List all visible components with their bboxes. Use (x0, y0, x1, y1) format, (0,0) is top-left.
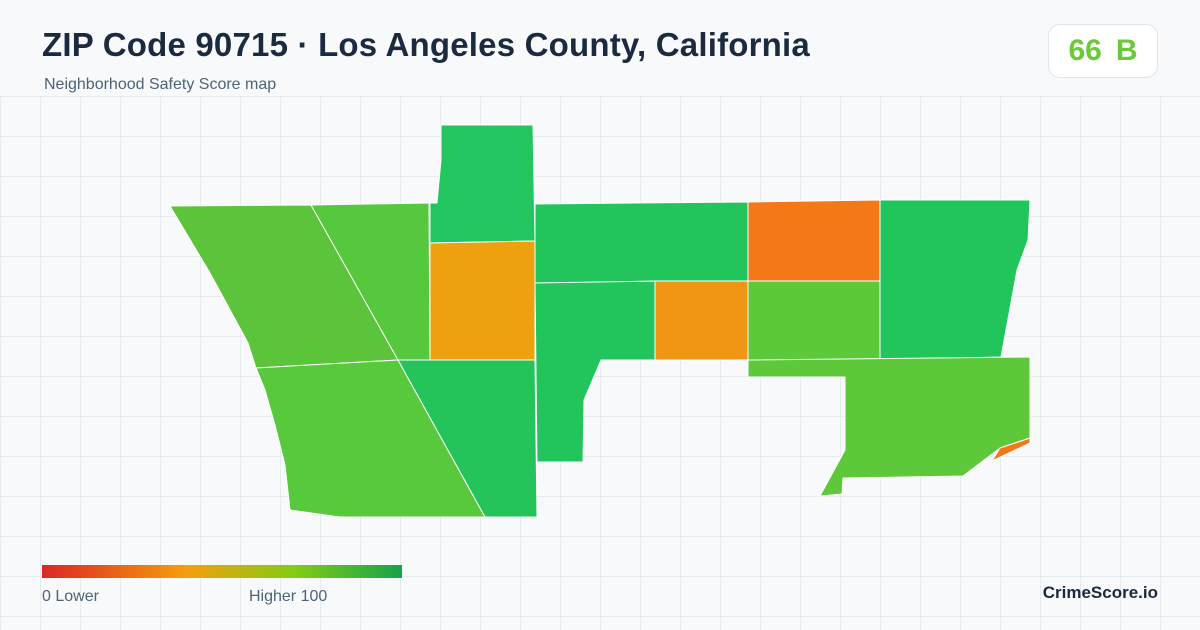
page-title: ZIP Code 90715 · Los Angeles County, Cal… (42, 26, 810, 63)
map-region-north-band[interactable] (534, 201, 749, 284)
map-region-east-block[interactable] (879, 199, 1031, 361)
score-value: 66 (1068, 34, 1102, 67)
score-badge: 66 B (1048, 24, 1158, 78)
legend-max-label: Higher 100 (249, 588, 328, 605)
score-grade: B (1115, 34, 1138, 67)
page-subtitle: Neighborhood Safety Score map (44, 76, 277, 93)
map-region-northeast-orange[interactable] (747, 199, 881, 282)
legend-gradient-bar (42, 565, 402, 578)
map-region-southeast-sliver[interactable] (991, 437, 1031, 462)
legend-min-label: 0 Lower (42, 588, 99, 605)
map-region-center-east-green[interactable] (747, 280, 881, 361)
map-region-center-west-orange[interactable] (429, 240, 536, 361)
map-region-center-orange[interactable] (654, 280, 749, 361)
map-region-center-south-green[interactable] (534, 280, 656, 463)
map-region-southeast-block[interactable] (747, 356, 1031, 497)
map-region-north-tower[interactable] (429, 124, 536, 244)
brand-logo-text: CrimeScore.io (1042, 583, 1158, 602)
map-region-south-center[interactable] (397, 359, 538, 518)
